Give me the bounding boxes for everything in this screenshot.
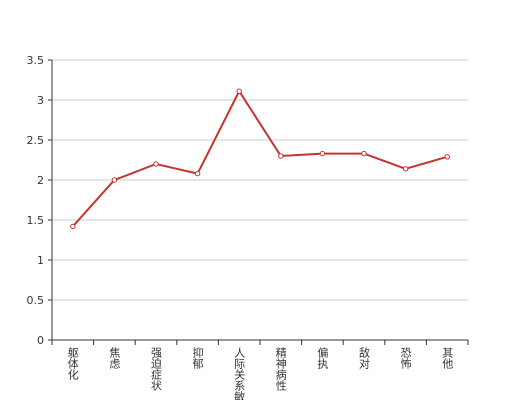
y-tick-label: 0: [37, 334, 44, 347]
x-tick-label: 敌对: [358, 346, 371, 369]
x-tick-label: 偏执: [316, 346, 329, 370]
y-tick-label: 0.5: [27, 294, 45, 307]
point: [444, 154, 450, 160]
x-tick-label: 恐怖: [399, 347, 412, 369]
point: [402, 166, 409, 172]
x-tick-label: 其他: [441, 347, 454, 369]
point: [278, 153, 284, 159]
line: [72, 89, 448, 228]
x-tick-label: 精神病性: [274, 347, 287, 392]
point: [194, 170, 201, 177]
x-tick-label: 人际关系敏感: [233, 347, 246, 400]
x-tick-label: 焦虑: [108, 347, 121, 369]
y-tick-label: 2: [37, 174, 44, 187]
x-tick-label: 抑郁: [191, 346, 204, 369]
y-tick-label: 1.5: [27, 214, 45, 227]
point: [70, 223, 76, 230]
point: [236, 88, 242, 94]
point: [361, 150, 367, 157]
point: [111, 177, 118, 183]
y-tick-label: 1: [37, 254, 44, 267]
point: [319, 150, 326, 157]
y-tick-label: 2.5: [27, 134, 45, 147]
y-tick-label: 3: [37, 94, 44, 107]
x-tick-label: 强迫症状: [150, 347, 163, 391]
point: [153, 161, 159, 167]
y-tick-label: 3.5: [27, 54, 45, 67]
x-tick-label: 躯体化: [66, 347, 79, 381]
